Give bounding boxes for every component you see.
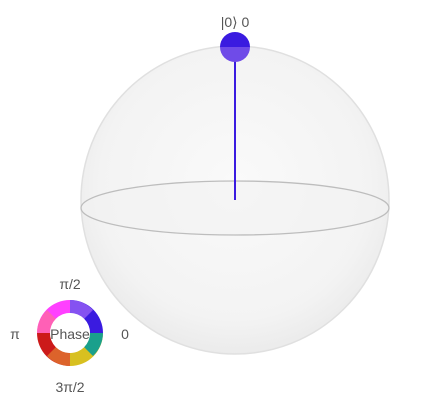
state-label: |0⟩ 0 (221, 14, 250, 30)
state-marker (220, 32, 250, 62)
phase-label-bottom: 3π/2 (55, 379, 84, 395)
phase-wheel-ring-segment-4 (84, 333, 103, 356)
phase-center-label: Phase (50, 326, 90, 342)
phase-wheel-center (50, 313, 90, 353)
phase-label-top: π/2 (59, 276, 81, 292)
phase-wheel-ring-segment-6 (37, 310, 56, 333)
phase-wheel-ring-segment-5 (70, 300, 93, 319)
phase-label-right: 0 (121, 326, 129, 342)
phase-label-left: π (10, 326, 20, 342)
phase-wheel (36, 299, 104, 367)
phase-wheel-ring-segment-7 (47, 347, 70, 366)
